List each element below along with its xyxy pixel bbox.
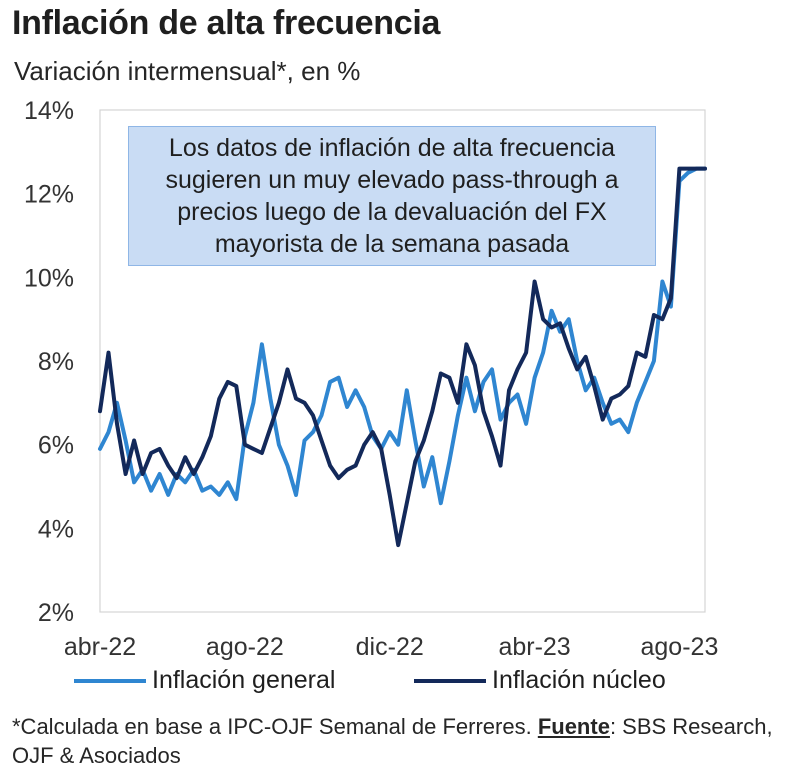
y-tick-label: 12% [24,181,74,209]
legend-item-general: Inflación general [74,666,335,695]
x-tick-label: abr-22 [64,633,136,661]
x-tick-label: ago-23 [641,633,719,661]
chart-canvas: 2% 4% 6% 8% 10% 12% 14% abr-22 ago-22 dic-22 abr-2… [24,97,719,661]
annotation-callout: Los datos de inflación de alta frecuenci… [128,126,656,266]
y-tick-label: 6% [38,432,74,460]
legend-label-general: Inflación general [152,666,336,694]
y-tick-label: 14% [24,97,74,125]
chart-subtitle: Variación intermensual*, en % [14,56,361,86]
footnote-prefix: *Calculada en base a IPC-OJF Semanal de … [12,714,538,739]
footnote: *Calculada en base a IPC-OJF Semanal de … [12,712,800,770]
series-line-inflacion-general [98,166,707,506]
legend-label-nucleo: Inflación núcleo [492,666,666,694]
chart-legend: Inflación general Inflación núcleo [0,666,800,700]
y-tick-label: 2% [38,599,74,627]
series-line-inflacion-nucleo [98,166,707,548]
plot-frame [99,109,706,613]
y-tick-label: 4% [38,515,74,543]
x-tick-label: ago-22 [206,633,284,661]
x-tick-label: dic-22 [356,633,424,661]
chart-title: Inflación de alta frecuencia [12,4,441,42]
legend-swatch-nucleo [414,678,486,683]
legend-item-nucleo: Inflación núcleo [414,666,666,695]
y-tick-label: 10% [24,264,74,292]
footnote-source-label: Fuente [537,714,610,739]
legend-swatch-general [74,678,146,683]
x-tick-label: abr-23 [498,633,570,661]
footnote-suffix: : SBS Research, OJF & Asociados [12,714,773,768]
y-tick-label: 8% [38,348,74,376]
